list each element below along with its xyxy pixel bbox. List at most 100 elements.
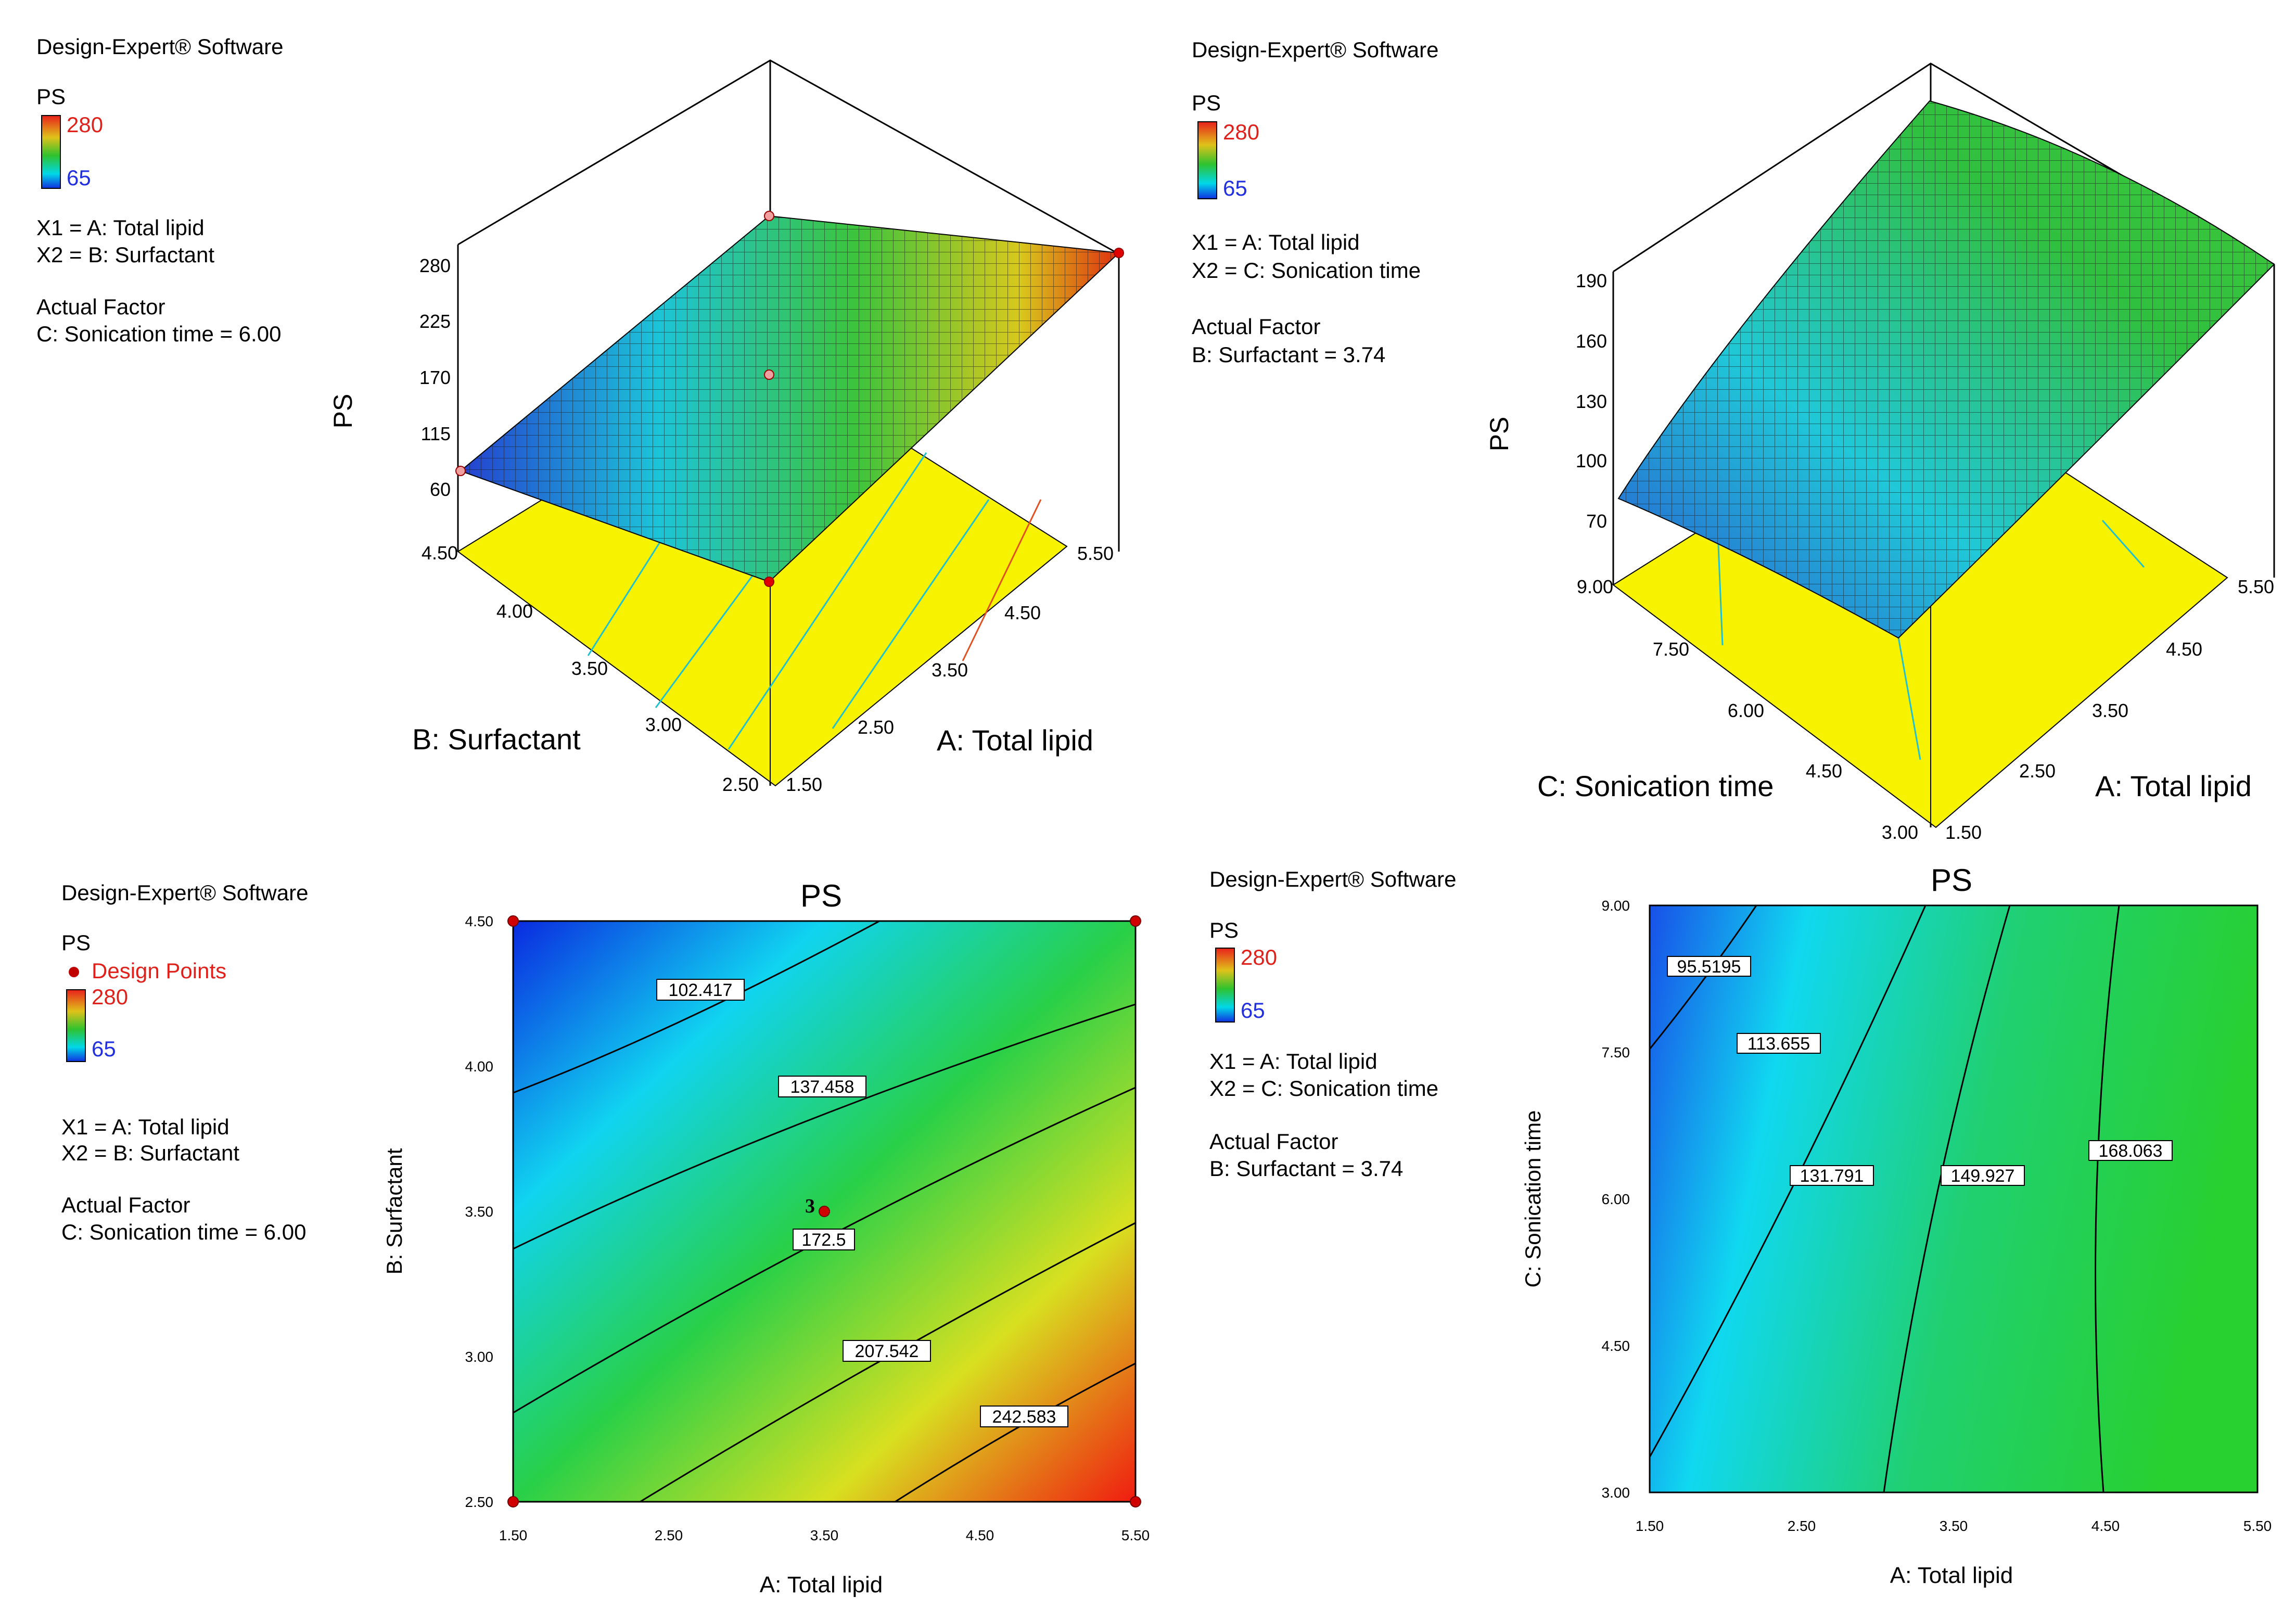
panel4-y-tick: 3.00	[1602, 1485, 1630, 1501]
panel1-b-tick: 3.00	[645, 714, 682, 735]
panel1-legend: Design-Expert® Software PS 280 65 X1 = A…	[36, 34, 283, 346]
panel1-z-tick: 170	[419, 367, 451, 388]
panel1-a-label: A: Total lipid	[937, 724, 1093, 757]
panel1-z-tick: 280	[419, 255, 451, 276]
panel3-design-point	[819, 1206, 830, 1217]
panel4-software: Design-Expert® Software	[1209, 867, 1456, 891]
panel1-b-tick: 4.50	[422, 542, 458, 564]
panel4-x-tick: 4.50	[2091, 1518, 2120, 1534]
panel4-contour-lines	[1649, 905, 2120, 1493]
panel4-x1: X1 = A: Total lipid	[1209, 1049, 1377, 1074]
panel3-design-point	[507, 915, 519, 927]
panel4-contour-label-box	[1941, 1165, 2025, 1186]
panel4-contour-label: 95.5195	[1677, 957, 1741, 977]
panel2-surface-mesh	[1618, 101, 2274, 638]
panel2-a-tick: 2.50	[2019, 760, 2056, 782]
panel1-a-tick: 5.50	[1077, 543, 1114, 564]
panel2-chart: 190 160 130 100 70 PS 9.00 7.50 6.00 4.5…	[1485, 62, 2275, 843]
panel4-y-label: C: Sonication time	[1521, 1110, 1545, 1288]
panel4-x-tick: 5.50	[2243, 1518, 2272, 1534]
panel4-y-tick: 9.00	[1602, 898, 1630, 914]
panel4-contour-label-box	[1737, 1033, 1821, 1054]
panel4-legend: Design-Expert® Software PS 280 65 X1 = A…	[1209, 867, 1456, 1181]
panel4-title: PS	[1931, 863, 1972, 898]
panel3-design-point	[507, 1496, 519, 1507]
panel1-surface-mesh	[461, 216, 1119, 582]
panel1-colorbar-high: 280	[67, 112, 103, 137]
panel2-z-tick: 130	[1576, 391, 1607, 412]
panel3-y-label: B: Surfactant	[382, 1148, 406, 1274]
panel1-software: Design-Expert® Software	[36, 34, 283, 59]
panel3-software: Design-Expert® Software	[61, 880, 308, 905]
panel1-design-point	[455, 466, 466, 476]
panel2-colorbar	[1197, 121, 1217, 199]
panel4-colorbar	[1215, 948, 1235, 1023]
panel3-colorbar-high: 280	[92, 985, 128, 1009]
panel4-x2: X2 = C: Sonication time	[1209, 1076, 1438, 1101]
panel3-x-tick: 4.50	[966, 1527, 994, 1543]
panel3-design-point-marker	[69, 967, 79, 977]
panel1-a-tick: 2.50	[858, 717, 894, 738]
panel2-x2: X2 = C: Sonication time	[1192, 258, 1421, 283]
panel2-c-tick: 3.00	[1882, 822, 1918, 843]
panel3-legend-response: PS	[61, 930, 91, 955]
panel2-z-tick: 100	[1576, 450, 1607, 471]
panel4-x-tick: 1.50	[1636, 1518, 1664, 1534]
panel2-c-tick: 6.00	[1728, 700, 1764, 721]
panel4-y-tick: 4.50	[1602, 1338, 1630, 1354]
panel1-chart: 280 225 170 115 60 PS 4.50 4.00 3.50 3.0…	[328, 59, 1124, 795]
panel4-contour-label: 168.063	[2099, 1141, 2163, 1161]
panel2-legend-response: PS	[1192, 91, 1221, 115]
panel3-x1: X1 = A: Total lipid	[61, 1115, 229, 1139]
panel3-contour-label: 172.5	[801, 1230, 846, 1250]
panel3-chart: PS 102.417 137.458 172.5 207.542 242.583	[382, 878, 1150, 1598]
panel3-design-point	[1130, 915, 1141, 927]
panel4-colorbar-high: 280	[1241, 945, 1277, 969]
panel3-design-points: Design Points	[92, 959, 226, 983]
panel4-contour-label: 149.927	[1951, 1166, 2015, 1186]
panel3-actual-factor: C: Sonication time = 6.00	[61, 1220, 306, 1244]
panel3-center-point-count: 3	[805, 1195, 815, 1217]
panel1-b-tick: 3.50	[571, 658, 608, 679]
panel1-actual-factor: C: Sonication time = 6.00	[36, 322, 281, 346]
panel2-actual-factor: B: Surfactant = 3.74	[1192, 342, 1385, 367]
panel1-colorbar-low: 65	[67, 165, 91, 190]
panel4-x-tick: 3.50	[1940, 1518, 1968, 1534]
panel3-contour-label-box	[843, 1340, 931, 1362]
panel3-y-tick: 4.50	[465, 913, 494, 929]
panel1-z-tick: 60	[430, 479, 451, 500]
panel1-actual-factor-label: Actual Factor	[36, 295, 165, 319]
panel3-y-tick: 2.50	[465, 1494, 494, 1510]
panel2-z-tick: 190	[1576, 270, 1607, 291]
panel2-a-label: A: Total lipid	[2095, 770, 2252, 802]
panel4-contour-label-box	[1667, 956, 1751, 977]
panel3-y-tick: 4.00	[465, 1058, 494, 1075]
panel1-design-point	[764, 577, 774, 587]
panel3-colorbar-low: 65	[92, 1037, 116, 1061]
panel3-contour-label-box	[793, 1229, 855, 1250]
panel4-x-tick: 2.50	[1788, 1518, 1816, 1534]
panel1-design-point	[1114, 248, 1124, 258]
panel2-z-label: PS	[1485, 417, 1514, 452]
panel2-z-tick: 160	[1576, 330, 1607, 352]
panel3-contour-label: 207.542	[855, 1341, 919, 1361]
panel2-a-tick: 5.50	[2238, 576, 2274, 597]
panel2-z-tick: 70	[1586, 510, 1607, 532]
panel1-design-point	[764, 369, 774, 380]
panel4-contour-label-box	[2088, 1140, 2173, 1161]
panel1-colorbar	[41, 115, 61, 189]
panel1-b-tick: 2.50	[722, 774, 759, 795]
panel1-z-label: PS	[328, 394, 358, 429]
panel1-a-tick: 1.50	[786, 774, 822, 795]
panel3-contour-label-box	[980, 1405, 1068, 1427]
panel4-y-tick: 7.50	[1602, 1044, 1630, 1060]
panel3-y-tick: 3.00	[465, 1349, 494, 1365]
panel3-y-tick: 3.50	[465, 1204, 494, 1220]
panel2-a-tick: 4.50	[2166, 638, 2202, 660]
panel2-c-tick: 9.00	[1577, 576, 1613, 597]
panel4-colorbar-low: 65	[1241, 998, 1265, 1023]
panel3-x-label: A: Total lipid	[760, 1572, 883, 1598]
panel3-contour-label: 137.458	[790, 1077, 854, 1097]
panel1-z-tick: 115	[421, 423, 451, 444]
